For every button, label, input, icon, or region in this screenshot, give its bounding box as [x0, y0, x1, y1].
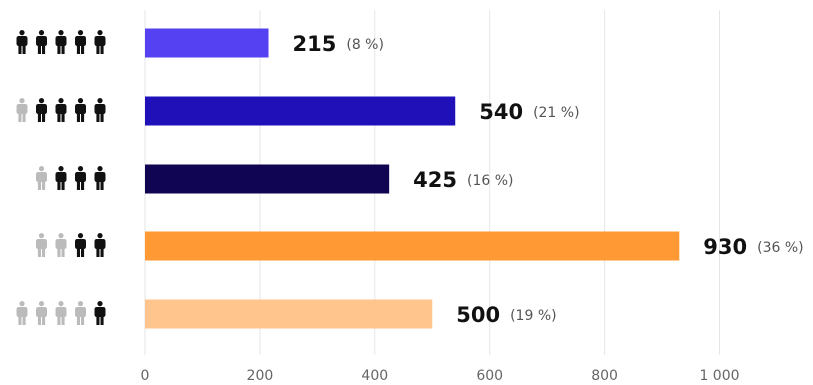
x-tick-label: 200 [247, 368, 274, 384]
bar [145, 96, 456, 126]
x-tick-label: 800 [591, 368, 618, 384]
person-icon [36, 29, 47, 54]
value-label: 540 [479, 100, 523, 124]
x-tick-label: 600 [476, 368, 503, 384]
bar [145, 164, 390, 194]
x-tick-label: 0 [141, 368, 150, 384]
person-icon [94, 29, 106, 54]
person-icon [55, 98, 67, 122]
person-icon [75, 29, 86, 54]
person-icon [94, 98, 106, 122]
bar [145, 28, 269, 58]
person-icon [36, 301, 47, 325]
person-icon [75, 233, 86, 257]
person-icon [55, 29, 67, 54]
person-icon [55, 166, 67, 190]
person-icon [75, 301, 86, 325]
percent-label: (21 %) [533, 105, 580, 121]
person-icon [16, 301, 28, 325]
percent-label: (19 %) [510, 308, 557, 324]
person-icon [36, 166, 47, 190]
value-label: 930 [703, 235, 747, 259]
value-label: 215 [293, 32, 337, 56]
person-icon [75, 166, 86, 190]
percent-label: (36 %) [757, 240, 804, 256]
people-icon-group [16, 29, 106, 54]
person-icon [94, 233, 106, 257]
value-label: 500 [456, 303, 500, 327]
x-tick-label: 400 [361, 368, 388, 384]
people-icon-group [36, 233, 106, 257]
person-icon [16, 98, 28, 122]
person-icon [94, 166, 106, 190]
person-icon [36, 233, 47, 257]
value-label: 425 [413, 168, 457, 192]
x-tick-label: 1 000 [699, 368, 739, 384]
person-icon [36, 98, 47, 122]
person-icon [55, 233, 67, 257]
person-icon [55, 301, 67, 325]
percent-label: (16 %) [467, 173, 513, 189]
person-icon [16, 29, 28, 54]
bar [145, 299, 433, 329]
bar [145, 231, 680, 261]
people-icon-group [16, 301, 106, 325]
person-icon [75, 98, 86, 122]
people-icon-group [36, 166, 106, 190]
percent-label: (8 %) [346, 37, 384, 53]
person-icon [94, 301, 106, 325]
people-icon-group [16, 98, 106, 122]
